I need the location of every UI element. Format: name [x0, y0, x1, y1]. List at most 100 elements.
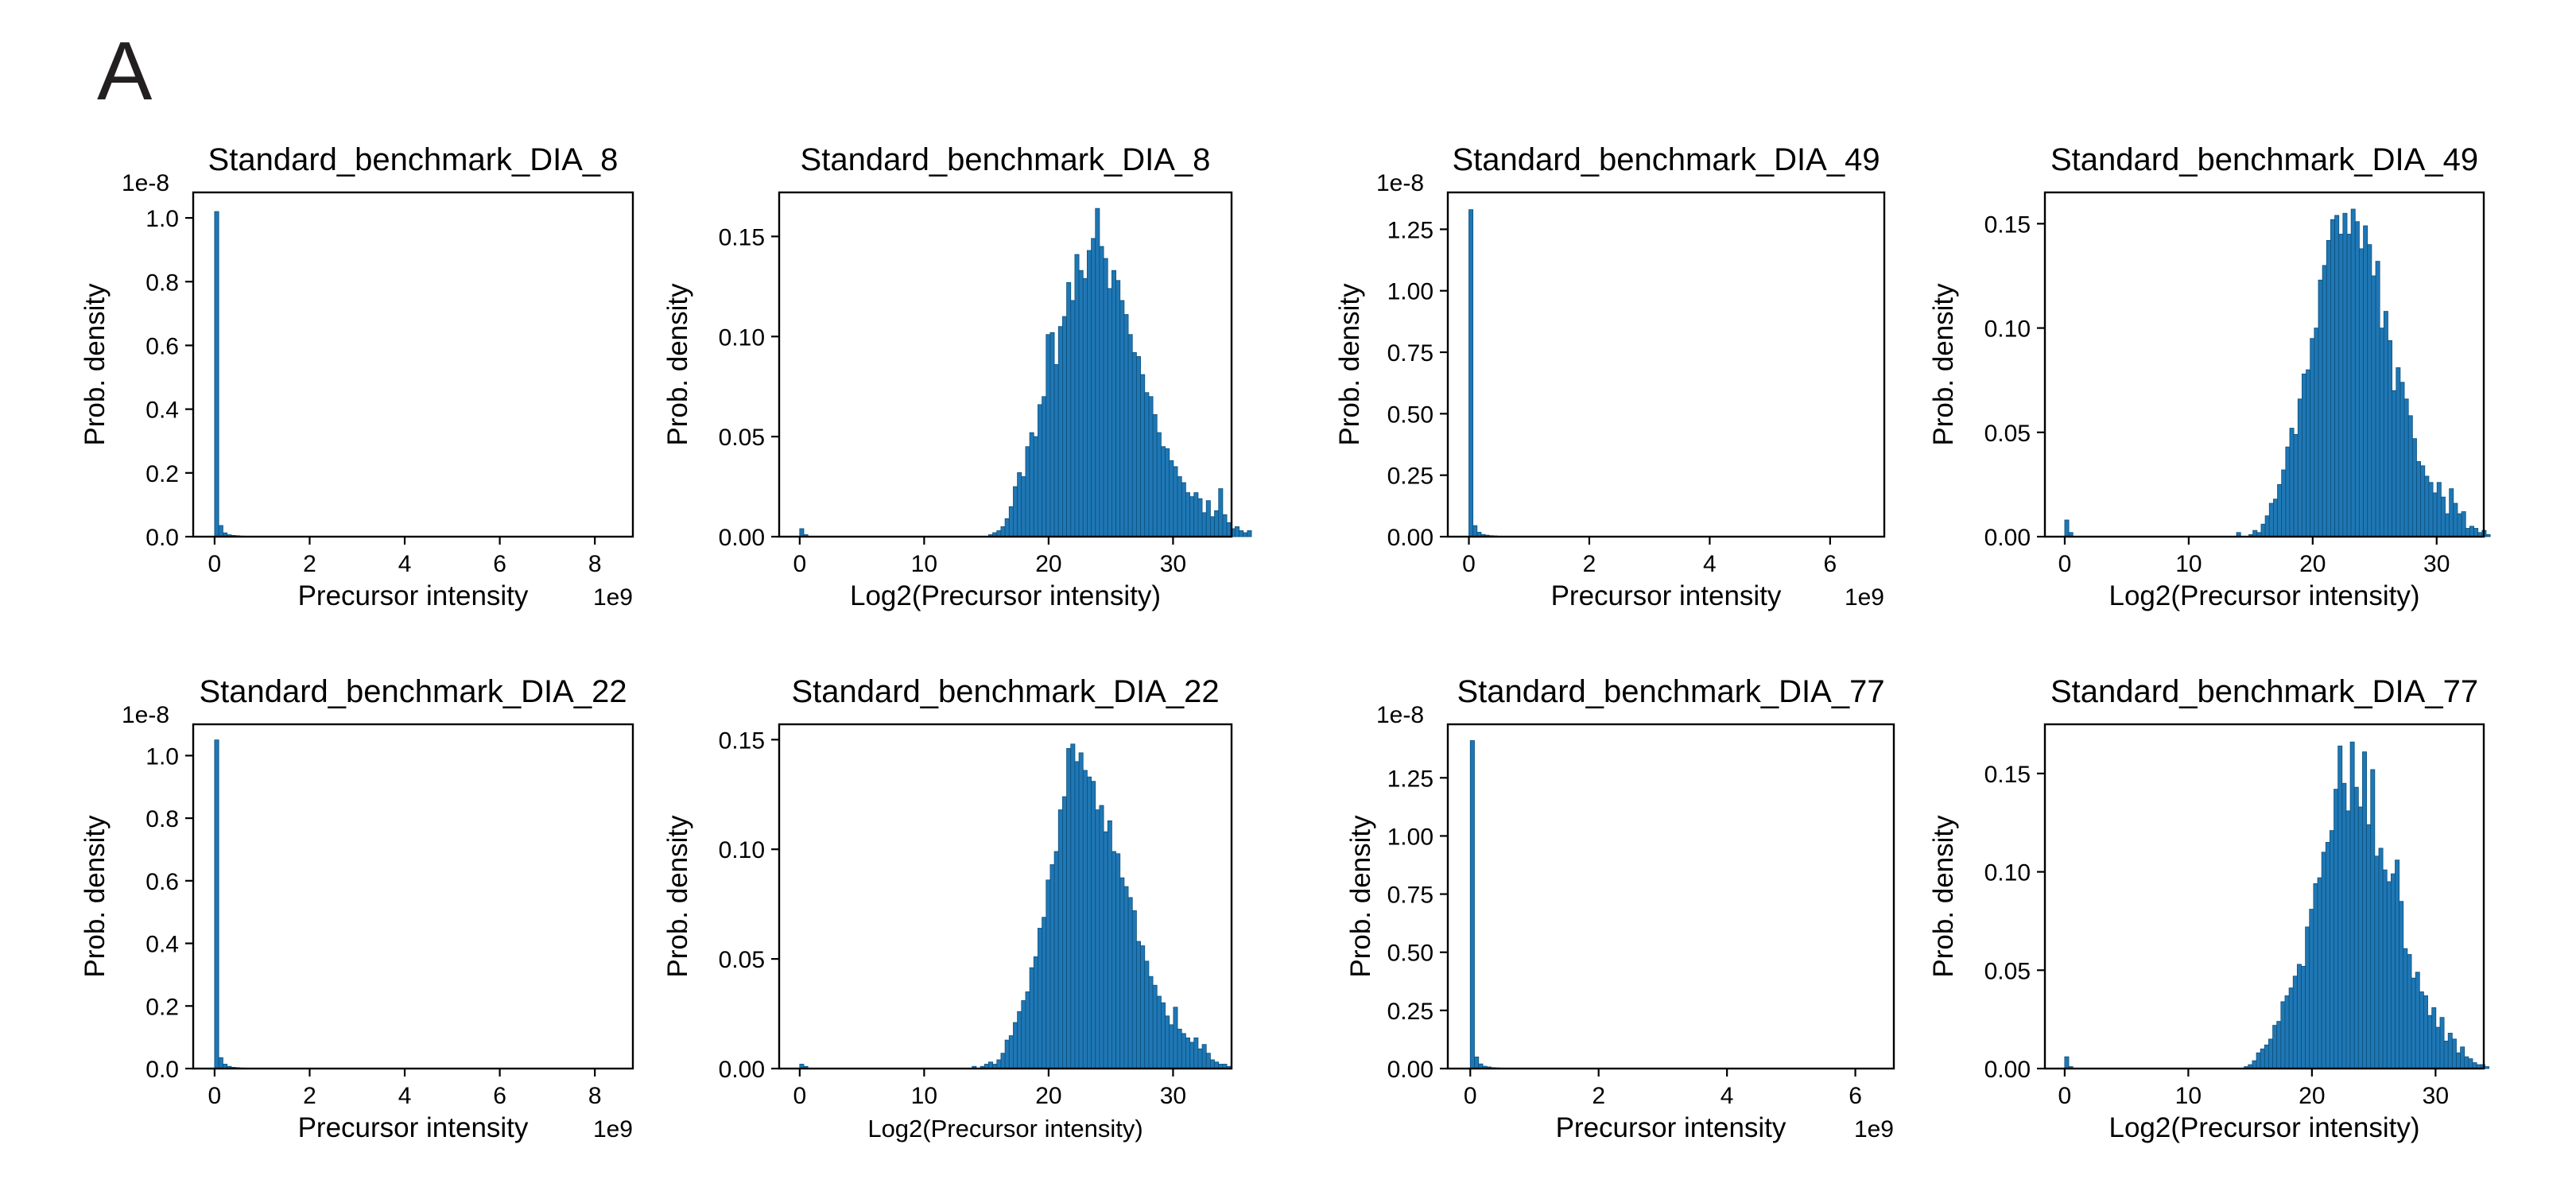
histogram-bar: [1000, 526, 1006, 537]
x-tick-label: 2: [1583, 551, 1596, 577]
histogram-bar: [1131, 910, 1137, 1069]
histogram-bar: [2457, 513, 2462, 537]
histogram-bar: [2296, 964, 2302, 1069]
histogram-bar: [2432, 492, 2438, 537]
histogram-bar: [2390, 873, 2396, 1069]
chart-panel-3: 0 2 4 6 0.00 0.25 0.50 0.75 1.00 1.25 Standard_ben…: [1334, 142, 1886, 611]
y-tick-label: 0.8: [145, 806, 179, 832]
y-tick-label: 0.0: [145, 1057, 179, 1083]
histogram-bars: [799, 743, 1232, 1069]
y-tick-label: 1.0: [145, 206, 179, 232]
histogram-bar: [1177, 476, 1182, 537]
histogram-bar: [2415, 972, 2420, 1069]
histogram-bar: [2349, 741, 2355, 1069]
histogram-bar: [1201, 512, 1207, 537]
histogram-bar: [2399, 901, 2404, 1069]
histogram-bar: [1078, 752, 1084, 1069]
y-axis-label: Prob. density: [80, 815, 111, 978]
x-tick-label: 8: [588, 551, 602, 577]
histogram-bar: [2407, 415, 2413, 537]
histogram-bar: [1156, 995, 1162, 1069]
y-offset-label: 1e-8: [122, 702, 169, 728]
chart-title: Standard_benchmark_DIA_77: [2050, 674, 2478, 709]
histogram-bar: [1017, 1011, 1022, 1069]
histogram-bar: [2461, 511, 2466, 537]
chart-title: Standard_benchmark_DIA_8: [208, 142, 619, 177]
histogram-bar: [1144, 960, 1150, 1069]
x-tick-label: 30: [1160, 1083, 1186, 1109]
histogram-bar: [2064, 1056, 2070, 1069]
histogram-bar: [2374, 855, 2380, 1069]
histogram-bar: [1218, 488, 1224, 537]
y-tick-label: 0.8: [145, 270, 179, 296]
x-tick-label: 30: [2423, 1083, 2449, 1109]
histogram-bar: [2268, 502, 2274, 537]
histogram-bar: [1127, 897, 1133, 1069]
x-tick-label: 0: [208, 1083, 222, 1109]
histogram-bar: [1008, 1035, 1014, 1069]
histogram-bar: [2439, 1017, 2445, 1069]
histogram-bar: [1156, 432, 1162, 537]
histogram-bar: [2375, 261, 2380, 537]
histogram-bar: [1161, 1002, 1166, 1069]
histogram-bar: [1099, 805, 1104, 1069]
histogram-bar: [2451, 1038, 2457, 1069]
histogram-bar: [1472, 525, 1478, 537]
histogram-bar: [2403, 948, 2408, 1069]
histogram-bar: [2264, 1044, 2269, 1069]
histogram-bar: [1193, 492, 1199, 537]
histogram-bar: [2395, 859, 2400, 1069]
y-tick-label: 0.00: [719, 1057, 765, 1083]
plot-frame: [192, 191, 634, 538]
y-tick-label: 0.00: [1387, 1057, 1433, 1083]
chart-panel-8: 0 10 20 30 0.00 0.05 0.10 0.15 Standard_benchmar…: [1928, 674, 2489, 1143]
histogram-bar: [2453, 502, 2458, 537]
chart-panel-4: 0 10 20 30 0.00 0.05 0.10 0.15 Standard_benchmar…: [1928, 142, 2491, 611]
y-offset-label: 1e-8: [1376, 170, 1424, 196]
histogram-bar: [2460, 1046, 2465, 1069]
plot-frame: [1446, 723, 1895, 1070]
histogram-bars: [2064, 741, 2489, 1069]
histogram-bar: [2301, 373, 2306, 537]
histogram-bar: [1062, 796, 1068, 1069]
histogram-bar: [2330, 219, 2335, 537]
chart-title: Standard_benchmark_DIA_49: [2050, 142, 2478, 177]
y-tick-label: 0.15: [719, 224, 765, 250]
x-tick-label: 6: [493, 1083, 506, 1109]
y-tick-label: 0.4: [145, 398, 179, 424]
histogram-bar: [2330, 830, 2334, 1069]
histogram-bar: [2276, 1021, 2282, 1069]
histogram-bar: [2288, 987, 2294, 1069]
histogram-bar: [1049, 864, 1055, 1069]
x-tick-label: 0: [208, 551, 222, 577]
y-tick-label: 0.6: [145, 333, 179, 359]
histogram-bar: [1038, 404, 1043, 537]
histogram-bar: [2289, 428, 2295, 537]
x-offset-label: 1e9: [1854, 1116, 1894, 1143]
histogram-bar: [1078, 270, 1084, 537]
x-tick-label: 6: [1849, 1083, 1862, 1109]
histogram-bar: [2305, 926, 2310, 1069]
x-offset-label: 1e9: [593, 584, 633, 611]
y-axis-label: Prob. density: [1345, 815, 1376, 978]
histogram-bar: [2431, 1007, 2437, 1069]
histogram-bar: [1243, 532, 1248, 537]
x-tick-label: 10: [911, 1083, 937, 1109]
histogram-bar: [1119, 300, 1125, 537]
histogram-bar: [1193, 1037, 1199, 1069]
y-tick-label: 1.00: [1387, 824, 1433, 850]
histogram-bar: [2313, 883, 2318, 1069]
histogram-bar: [1123, 886, 1129, 1069]
y-tick-label: 0.10: [719, 837, 765, 863]
histogram-bar: [1115, 280, 1121, 537]
histogram-bar: [2292, 976, 2298, 1069]
histogram-bar: [2485, 533, 2491, 537]
histogram-bar: [2362, 751, 2367, 1069]
y-tick-label: 0.25: [1387, 464, 1433, 490]
panel-label: A: [97, 25, 153, 118]
histogram-bar: [2403, 398, 2409, 537]
histogram-bar: [1197, 498, 1203, 537]
histogram-bar: [1025, 991, 1030, 1069]
y-tick-label: 0.00: [719, 525, 765, 551]
histogram-bar: [2310, 338, 2315, 537]
